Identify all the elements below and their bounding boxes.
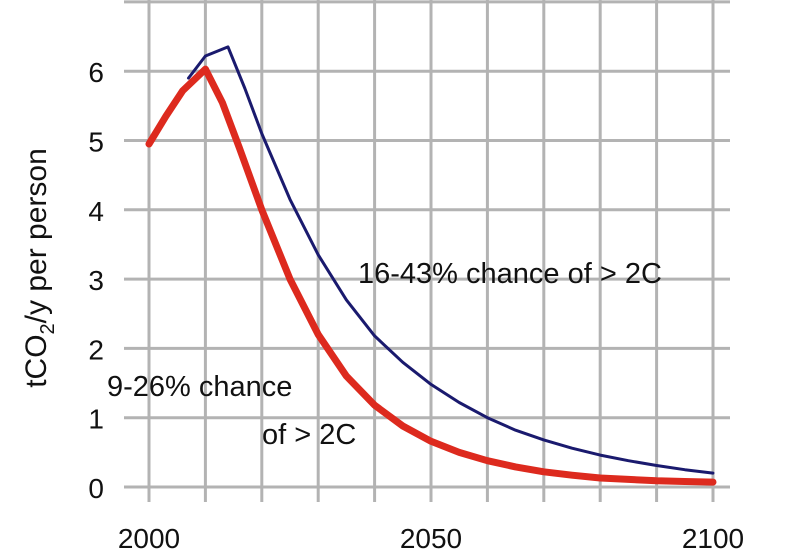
y-tick-label-0: 0 bbox=[88, 473, 104, 504]
x-tick-label-2050: 2050 bbox=[400, 523, 462, 553]
y-tick-label-2: 2 bbox=[88, 334, 104, 365]
x-tick-label-2100: 2100 bbox=[682, 523, 744, 553]
y-tick-label-4: 4 bbox=[88, 196, 104, 227]
y-axis-label: tCO2/y per person bbox=[20, 148, 59, 388]
x-axis-ticks: 2000 2050 2100 bbox=[118, 523, 744, 553]
annotation-lower-line1: 9-26% chance bbox=[107, 371, 292, 403]
series-line-higher-emissions bbox=[187, 45, 715, 475]
annotation-upper: 16-43% chance of > 2C bbox=[358, 258, 662, 290]
y-axis-label-subscript: 2 bbox=[37, 323, 59, 334]
y-axis-label-prefix: tCO bbox=[20, 334, 53, 387]
x-tick-label-2000: 2000 bbox=[118, 523, 180, 553]
y-tick-label-5: 5 bbox=[88, 127, 104, 158]
grid bbox=[124, 0, 730, 502]
y-tick-label-6: 6 bbox=[88, 57, 104, 88]
annotation-lower-line2: of > 2C bbox=[262, 419, 356, 451]
y-axis-ticks: 0 1 2 3 4 5 6 bbox=[88, 57, 104, 504]
series-layer bbox=[145, 45, 717, 486]
series-line-lower-emissions bbox=[145, 65, 717, 486]
y-tick-label-1: 1 bbox=[88, 404, 104, 435]
y-axis-label-suffix: /y per person bbox=[20, 148, 53, 323]
y-tick-label-3: 3 bbox=[88, 265, 104, 296]
